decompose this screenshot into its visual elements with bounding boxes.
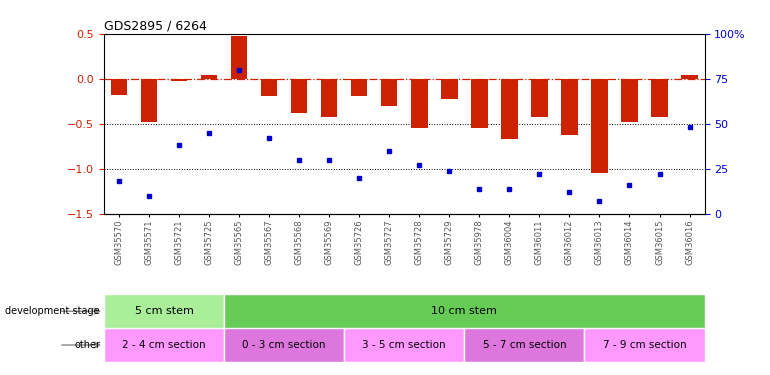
Bar	[261, 79, 277, 96]
Bar	[591, 79, 608, 173]
Bar	[441, 79, 457, 99]
Bar	[224, 328, 344, 362]
Bar	[104, 328, 224, 362]
Bar	[171, 79, 187, 81]
Bar	[104, 294, 224, 328]
Text: GDS2895 / 6264: GDS2895 / 6264	[104, 20, 207, 33]
Bar	[381, 79, 397, 106]
Text: 0 - 3 cm section: 0 - 3 cm section	[243, 340, 326, 350]
Text: 5 cm stem: 5 cm stem	[135, 306, 193, 316]
Bar	[111, 79, 127, 95]
Bar	[464, 328, 584, 362]
Text: development stage: development stage	[5, 306, 100, 316]
Bar	[351, 79, 367, 96]
Text: 5 - 7 cm section: 5 - 7 cm section	[483, 340, 566, 350]
Bar	[561, 79, 578, 135]
Bar	[201, 75, 217, 79]
Bar	[501, 79, 517, 139]
Bar	[411, 79, 427, 128]
Bar	[621, 79, 638, 122]
Bar	[584, 328, 705, 362]
Bar	[471, 79, 487, 128]
Text: 7 - 9 cm section: 7 - 9 cm section	[603, 340, 686, 350]
Bar	[231, 36, 247, 79]
Text: 3 - 5 cm section: 3 - 5 cm section	[363, 340, 446, 350]
Bar	[531, 79, 547, 117]
Bar	[344, 328, 464, 362]
Bar	[141, 79, 157, 122]
Bar	[321, 79, 337, 117]
Bar	[681, 75, 698, 79]
Bar	[224, 294, 705, 328]
Text: other: other	[74, 340, 100, 350]
Text: 2 - 4 cm section: 2 - 4 cm section	[122, 340, 206, 350]
Text: 10 cm stem: 10 cm stem	[431, 306, 497, 316]
Bar	[291, 79, 307, 113]
Bar	[651, 79, 668, 117]
